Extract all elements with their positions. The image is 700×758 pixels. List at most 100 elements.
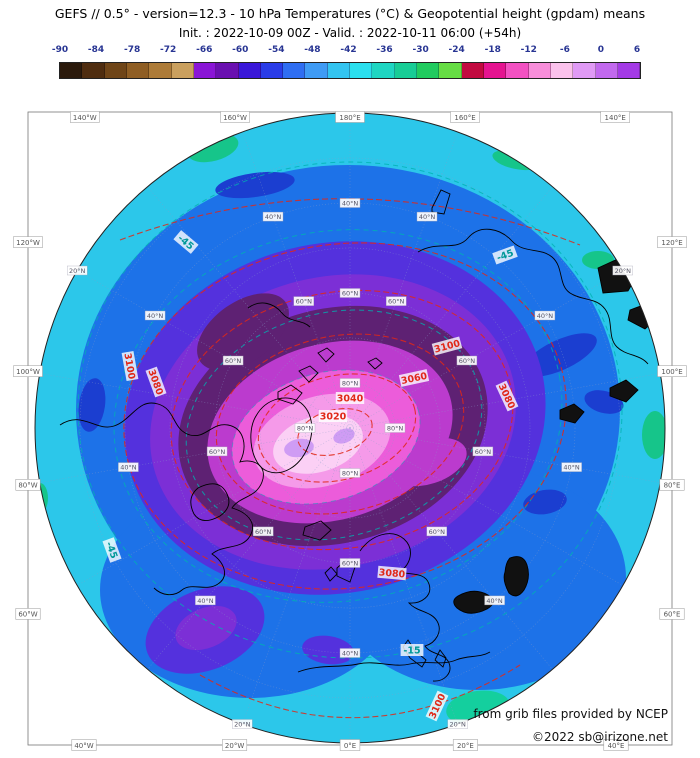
latitude-ring-label: 40°N — [534, 310, 556, 321]
map-container: 20°N 20°N 20°N 20°N 40°N 40°N 40°N 40°N 40°N 40°N… — [0, 110, 700, 758]
edge-longitude-label: 80°E — [659, 479, 685, 491]
svg-text:20°E: 20°E — [457, 742, 474, 750]
svg-text:20°N: 20°N — [615, 267, 632, 275]
latitude-ring-label: 40°N — [118, 462, 139, 472]
caspian-sea — [503, 556, 529, 597]
colorbar — [59, 62, 641, 79]
svg-text:40°N: 40°N — [120, 464, 137, 472]
colorbar-cell — [595, 63, 618, 78]
height-contour-label: 3080 — [377, 565, 407, 581]
latitude-labels: 20°N 20°N 20°N 20°N 40°N 40°N 40°N 40°N 40°N 40°N… — [66, 198, 633, 729]
source-credit: from grib files provided by NCEP — [473, 707, 668, 721]
chart-title: GEFS // 0.5° - version=12.3 - 10 hPa Tem… — [54, 6, 646, 21]
colorbar-cell — [193, 63, 217, 78]
latitude-ring-label: 20°N — [612, 265, 633, 276]
colorbar-cell — [439, 63, 462, 78]
colorbar-cell — [82, 63, 105, 78]
svg-text:40°N: 40°N — [342, 649, 359, 657]
svg-text:60°N: 60°N — [388, 298, 405, 306]
edge-longitude-label: 20°E — [452, 739, 478, 751]
latitude-ring-label: 40°N — [339, 648, 361, 658]
svg-text:100°E: 100°E — [661, 368, 682, 376]
svg-text:40°N: 40°N — [342, 199, 359, 207]
colorbar-cell — [483, 63, 507, 78]
latitude-ring-label: 20°N — [66, 265, 88, 276]
colorbar-cell — [60, 63, 83, 78]
longitude-labels: 140°W 160°W 180°E 160°E 140°E 120°W 100°W 80°W 6… — [13, 111, 687, 751]
edge-longitude-label: 120°W — [13, 236, 43, 248]
colorbar-cell — [104, 63, 127, 78]
colorbar-cell — [417, 63, 440, 78]
latitude-ring-label: 60°N — [456, 355, 478, 366]
iceland-outline — [302, 520, 332, 541]
svg-text:180°E: 180°E — [339, 114, 360, 122]
colorbar-cell — [573, 63, 596, 78]
latitude-ring-label: 60°N — [339, 288, 361, 298]
colorbar-cell — [305, 63, 328, 78]
colorbar-cell — [350, 63, 373, 78]
svg-text:0°E: 0°E — [344, 742, 356, 750]
polar-map: 20°N 20°N 20°N 20°N 40°N 40°N 40°N 40°N 40°N 40°N… — [13, 111, 687, 751]
latitude-ring-label: 40°N — [416, 211, 438, 222]
colorbar-tick-label: -18 — [484, 45, 501, 55]
contour-labels: 310030803100306030403020308030803100-45-… — [102, 230, 519, 722]
colorbar-tick-label: -90 — [51, 45, 69, 55]
edge-longitude-label: 160°E — [450, 111, 480, 123]
colorbar-cell — [327, 63, 351, 78]
colorbar-tick-label: -78 — [123, 45, 141, 55]
latitude-ring-label: 80°N — [294, 423, 316, 433]
edge-longitude-label: 40°W — [71, 739, 97, 751]
svg-text:80°N: 80°N — [342, 379, 359, 387]
latitude-ring-label: 60°N — [426, 526, 447, 537]
svg-text:40°N: 40°N — [537, 312, 554, 320]
svg-text:60°N: 60°N — [255, 528, 272, 536]
svg-text:60°N: 60°N — [296, 298, 313, 306]
svg-text:100°W: 100°W — [16, 368, 40, 376]
svg-text:20°W: 20°W — [225, 742, 244, 750]
svg-text:160°W: 160°W — [223, 114, 247, 122]
latitude-ring-label: 80°N — [339, 468, 361, 478]
svg-text:140°E: 140°E — [605, 114, 626, 122]
colorbar-tick-label: -24 — [448, 45, 465, 55]
edge-longitude-label: 0°E — [339, 739, 361, 751]
svg-text:60°N: 60°N — [459, 357, 476, 365]
svg-text:80°N: 80°N — [297, 424, 314, 432]
colorbar-cell — [260, 63, 284, 78]
edge-longitude-label: 140°E — [600, 111, 630, 123]
colorbar-tick-label: 6 — [633, 45, 641, 55]
edge-longitude-label: 60°E — [659, 608, 685, 620]
copyright-credit: ©2022 sb@irizone.net — [532, 730, 668, 744]
latitude-ring-label: 60°N — [386, 296, 407, 306]
colorbar-ticks: -90 -84 -78 -72 -66 -60 -54 -48 -42 -36 -30 -24 -18-… — [52, 45, 641, 58]
svg-text:60°W: 60°W — [18, 611, 37, 619]
edge-longitude-label: 180°E — [335, 111, 365, 123]
svg-text:40°N: 40°N — [147, 312, 164, 320]
svg-text:20°N: 20°N — [69, 267, 86, 275]
colorbar-tick-label: -48 — [304, 45, 321, 55]
svg-text:20°N: 20°N — [450, 720, 467, 728]
latitude-ring-label: 60°N — [293, 296, 314, 306]
latitude-ring-label: 20°N — [447, 719, 468, 729]
svg-text:40°N: 40°N — [265, 213, 282, 221]
edge-longitude-label: 20°W — [222, 739, 248, 751]
svg-text:40°N: 40°N — [563, 464, 580, 472]
svg-text:60°N: 60°N — [429, 528, 446, 536]
height-contour-label: 3040 — [335, 392, 365, 404]
colorbar-tick-label: -36 — [376, 45, 393, 55]
latitude-ring-label: 60°N — [472, 446, 494, 457]
edge-longitude-label: 120°E — [657, 236, 687, 248]
colorbar-cell — [283, 63, 306, 78]
edge-longitude-label: 140°W — [70, 111, 100, 123]
edge-longitude-label: 160°W — [220, 111, 250, 123]
colorbar-tick-label: -42 — [340, 45, 357, 55]
colorbar-cell — [550, 63, 574, 78]
colorbar-tick-label: -84 — [87, 45, 105, 55]
latitude-ring-label: 60°N — [339, 558, 361, 568]
edge-longitude-label: 100°E — [657, 365, 687, 377]
svg-text:60°N: 60°N — [209, 448, 226, 456]
svg-text:40°W: 40°W — [74, 742, 93, 750]
svg-text:140°W: 140°W — [73, 114, 97, 122]
svg-text:20°N: 20°N — [234, 720, 251, 728]
latitude-ring-label: 60°N — [222, 355, 244, 366]
